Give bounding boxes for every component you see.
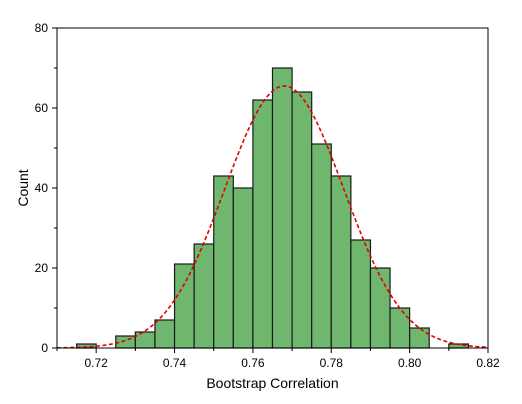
histogram-bar — [291, 91, 313, 349]
histogram-bar — [193, 243, 215, 349]
histogram-bar — [154, 319, 176, 349]
y-tick-label: 60 — [35, 101, 49, 115]
x-tick-label: 0.80 — [398, 356, 422, 370]
histogram-bar — [409, 327, 430, 349]
histogram-bar — [134, 331, 156, 349]
y-axis: 0 20 40 60 80 — [35, 21, 57, 355]
histogram-bar — [232, 187, 254, 349]
x-axis-title: Bootstrap Correlation — [206, 375, 338, 391]
y-tick-label: 40 — [35, 181, 49, 195]
histogram-bar — [213, 175, 234, 349]
x-tick-label: 0.74 — [163, 356, 187, 370]
x-tick-label: 0.72 — [85, 356, 109, 370]
x-tick-label: 0.76 — [241, 356, 265, 370]
y-tick-label: 20 — [35, 261, 49, 275]
y-axis-title: Count — [15, 169, 31, 206]
y-tick-label: 0 — [41, 341, 48, 355]
histogram-bar — [350, 239, 372, 349]
x-tick-label: 0.78 — [320, 356, 344, 370]
histogram-bars — [75, 67, 470, 349]
x-tick-label: 0.82 — [476, 356, 500, 370]
histogram-bar — [252, 99, 274, 349]
fit-curve-layer — [57, 85, 488, 348]
histogram-bar — [389, 307, 411, 349]
histogram-bar — [369, 267, 391, 349]
histogram-bar — [311, 143, 332, 349]
histogram-bar — [271, 67, 293, 349]
y-tick-label: 80 — [35, 21, 49, 35]
histogram-bar — [173, 263, 195, 349]
x-axis: 0.72 0.74 0.76 0.78 0.80 0.82 — [56, 348, 500, 370]
normal-fit-curve — [57, 85, 488, 348]
